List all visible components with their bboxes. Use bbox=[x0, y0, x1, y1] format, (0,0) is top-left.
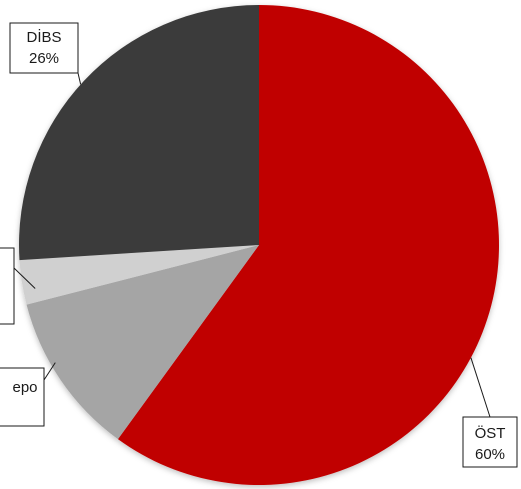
data-label-box-2 bbox=[0, 367, 45, 427]
pie-slice-1 bbox=[26, 245, 260, 440]
data-label-value-0: 60% bbox=[475, 446, 505, 463]
data-label-box-3 bbox=[0, 247, 15, 325]
data-label-name-2: epo bbox=[12, 379, 37, 396]
data-label-name-0: ÖST bbox=[475, 424, 506, 442]
pie-slice-0 bbox=[117, 5, 499, 485]
leader-line-3 bbox=[13, 267, 36, 289]
data-label-box-0 bbox=[462, 416, 518, 468]
pie-slices bbox=[18, 5, 499, 485]
leader-line-2 bbox=[43, 362, 56, 381]
pie-slice-3 bbox=[18, 5, 259, 261]
data-label-name-1: DİBS bbox=[26, 28, 61, 46]
data-label-box-1 bbox=[9, 22, 79, 74]
data-label-value-1: 26% bbox=[29, 50, 59, 67]
pie-slice-2 bbox=[19, 245, 259, 305]
leader-line-1 bbox=[77, 72, 82, 85]
data-labels: ÖST 60% DİBS 26% epo bbox=[0, 22, 518, 468]
leader-line-0 bbox=[470, 357, 491, 418]
